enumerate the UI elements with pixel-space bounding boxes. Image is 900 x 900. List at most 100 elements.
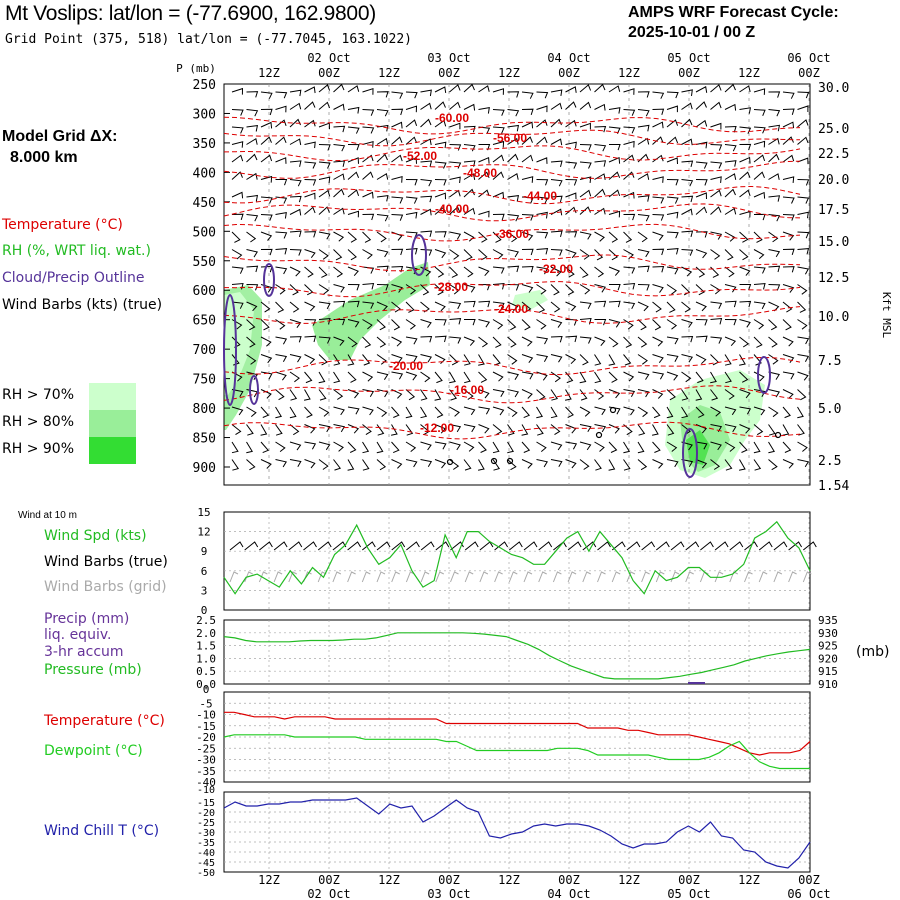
wind-barb [391, 214, 404, 221]
temp-contour-label-11: -16.00 [450, 383, 484, 397]
kft-tick-3: 20.0 [818, 173, 849, 188]
wind-barb [724, 188, 736, 198]
wind-barb [753, 154, 766, 163]
surface-barb-grid [597, 571, 606, 583]
surface-barb-true [273, 541, 288, 551]
wind-barb [710, 301, 723, 310]
wind-barb [492, 109, 505, 116]
wind-barb [782, 154, 795, 163]
wind-barb [565, 119, 577, 128]
pressure-tick-300: 300 [193, 107, 216, 122]
wind-barb [275, 336, 288, 345]
wind-barb [318, 144, 331, 151]
wind-barb [753, 406, 766, 416]
wind-barb [608, 319, 621, 328]
wind-barb [565, 266, 575, 278]
wind-barb [260, 196, 273, 204]
wind-barb [710, 231, 723, 240]
legend-cloud: Cloud/Precip Outline [2, 270, 145, 286]
wind-barb [507, 265, 520, 273]
wind-barb [463, 144, 476, 152]
temp-ytick-0: 0 [203, 683, 210, 696]
wind-barb [318, 189, 331, 198]
wind-barb [739, 300, 752, 308]
cloud-outline-2 [223, 294, 237, 406]
wind-barb [318, 389, 327, 401]
forecast-cycle-value: 2025-10-01 / 00 Z [628, 24, 756, 41]
windchill-ytick-15: -15 [197, 798, 215, 809]
wind-barb [333, 144, 346, 152]
wind-barb [695, 354, 707, 365]
wind-barb [478, 144, 491, 151]
wind-barb [318, 336, 331, 344]
wind-barb [376, 109, 389, 117]
wind-barb [391, 336, 403, 347]
precip-label-2: liq. equiv. [44, 627, 112, 643]
wind-barb [362, 336, 372, 348]
wind-barb [565, 86, 577, 93]
wind-barb [782, 121, 795, 129]
wind-barb [681, 89, 693, 96]
wind-barb [246, 319, 256, 331]
wind-barb [550, 249, 563, 256]
pressure-tick-650: 650 [193, 314, 216, 329]
precip-dot-1 [595, 431, 603, 439]
wind-barb [666, 371, 679, 381]
wind-barb [463, 173, 476, 180]
wind-barb [289, 319, 302, 328]
wind-barb [768, 153, 780, 163]
wind-barb [507, 389, 519, 398]
wind-barb [637, 231, 648, 243]
wind-barb [565, 354, 577, 365]
wind-barb [449, 406, 460, 417]
wind-barb [695, 266, 706, 278]
wind-barb [782, 266, 795, 273]
top-time-label-7: 00Z [678, 66, 700, 80]
wind-barb [231, 191, 244, 199]
station-title: Mt Voslips: lat/lon = (-77.6900, 162.980… [5, 2, 376, 25]
wind-barb [420, 179, 433, 187]
wind-barb [304, 284, 314, 296]
pressure-ytick-925: 925 [818, 640, 838, 653]
wind-barb [391, 265, 404, 273]
wind-barb [724, 284, 737, 293]
wind-barb [507, 319, 517, 331]
wind-barb [724, 336, 737, 347]
wind-barb [260, 154, 273, 163]
precip-dot-2 [446, 458, 454, 466]
precip-label: Precip (mm) [44, 611, 130, 627]
surface-barb-true [597, 541, 611, 551]
wind-barb [463, 424, 476, 433]
wind-barb [304, 301, 316, 312]
wind-barb [710, 441, 722, 451]
kft-tick-6: 12.5 [818, 271, 849, 286]
wind-barb [275, 211, 287, 219]
wind-barb [420, 230, 433, 238]
wind-barb [768, 173, 780, 180]
wind-barb [391, 371, 404, 380]
wind-barb [652, 336, 664, 347]
wind-barb [318, 406, 330, 417]
wind-barb [623, 140, 635, 148]
wind-barb [753, 249, 765, 260]
pressure-ytick-920: 920 [818, 652, 838, 665]
wind-barb [652, 354, 664, 364]
wind-barb [594, 231, 605, 242]
wind-barb [710, 189, 722, 198]
wind-barb [507, 109, 520, 117]
windchill-ytick-10: -10 [197, 785, 215, 796]
wind-barb [391, 154, 403, 163]
precip-dot-4 [506, 457, 514, 465]
wind-barb [405, 301, 415, 313]
bottom-date-label-0: 02 Oct [307, 887, 350, 900]
wind-barb [463, 207, 476, 215]
wind-barb [666, 179, 679, 186]
surface-barb-grid [802, 571, 812, 583]
top-time-label-2: 12Z [378, 66, 400, 80]
wind-barb [579, 284, 591, 295]
surface-barb-grid [288, 571, 298, 583]
surface-barb-grid [435, 571, 445, 583]
wind-barb [782, 108, 795, 115]
wind-barb [797, 196, 810, 204]
kft-tick-1: 25.0 [818, 122, 849, 137]
